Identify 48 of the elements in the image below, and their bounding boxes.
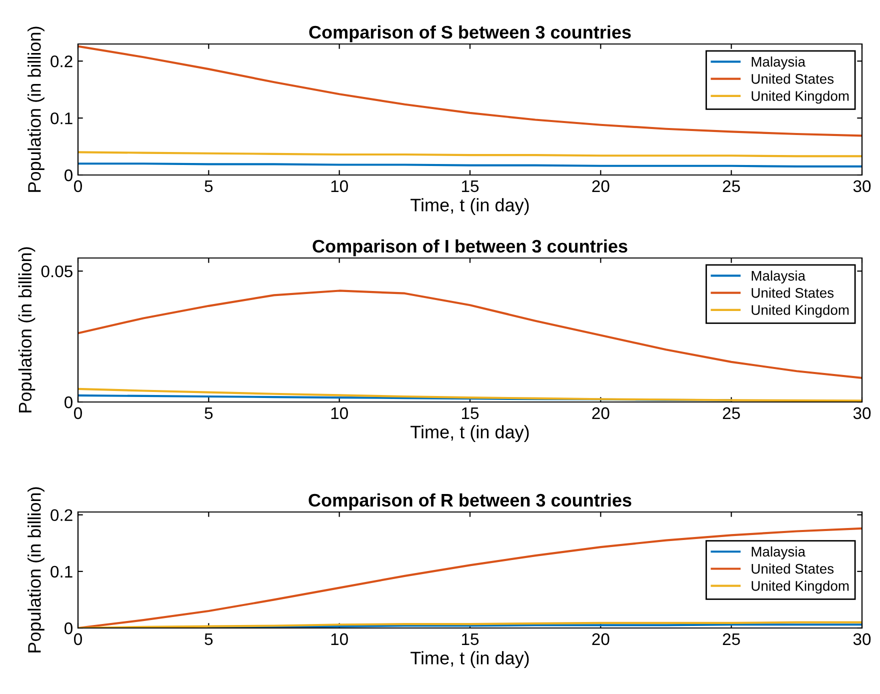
x-tick-label: 5 — [204, 633, 213, 646]
x-tick-label: 0 — [74, 180, 82, 192]
y-tick-label: 0 — [64, 622, 72, 634]
chart-title: Comparison of R between 3 countries — [308, 493, 632, 510]
chart-title: Comparison of S between 3 countries — [309, 25, 631, 42]
y-tick-label: 0.1 — [50, 112, 72, 124]
x-tick-label: 25 — [722, 407, 740, 420]
x-tick-label: 0 — [74, 407, 82, 420]
x-axis-title: Time, t (in day) — [410, 651, 529, 668]
y-tick-label: 0.1 — [50, 566, 72, 578]
y-axis-title: Population (in billion) — [28, 26, 44, 192]
x-tick-label: 15 — [462, 407, 479, 420]
legend-label: Malaysia — [752, 546, 806, 560]
x-tick-label: 0 — [74, 633, 82, 646]
x-tick-label: 20 — [592, 180, 610, 192]
legend-label: United Kingdom — [752, 580, 849, 594]
legend-label: United Kingdom — [752, 304, 849, 318]
x-tick-label: 30 — [853, 180, 871, 192]
x-tick-label: 30 — [853, 407, 871, 420]
x-tick-label: 15 — [462, 180, 479, 192]
x-tick-label: 10 — [331, 633, 348, 646]
x-tick-label: 10 — [331, 180, 348, 192]
legend-label: United States — [752, 288, 834, 298]
x-axis-title: Time, t (in day) — [410, 425, 529, 442]
y-tick-label: 0 — [64, 169, 72, 182]
y-tick-label: 0.2 — [50, 55, 72, 68]
legend-label: United States — [752, 564, 834, 574]
y-tick-label: 0.2 — [50, 509, 72, 522]
y-axis-title: Population (in billion) — [18, 247, 36, 412]
x-tick-label: 30 — [853, 633, 871, 646]
x-tick-label: 25 — [722, 180, 740, 192]
line-series — [78, 290, 862, 379]
legend-label: United States — [752, 74, 834, 84]
x-tick-label: 5 — [204, 180, 213, 192]
x-tick-label: 5 — [204, 407, 213, 420]
x-axis-title: Time, t (in day) — [410, 198, 529, 216]
x-tick-label: 15 — [462, 633, 479, 646]
legend-label: Malaysia — [752, 270, 806, 284]
legend-label: United Kingdom — [752, 90, 849, 104]
x-tick-label: 20 — [592, 633, 610, 646]
y-tick-label: 0.05 — [41, 265, 72, 278]
chart-title: Comparison of I between 3 countries — [312, 239, 628, 256]
x-tick-label: 10 — [331, 407, 348, 420]
y-tick-label: 0 — [64, 396, 72, 408]
legend-label: Malaysia — [752, 56, 806, 70]
x-tick-label: 20 — [592, 407, 610, 420]
x-tick-label: 25 — [722, 633, 740, 646]
y-axis-title: Population (in billion) — [28, 487, 44, 652]
